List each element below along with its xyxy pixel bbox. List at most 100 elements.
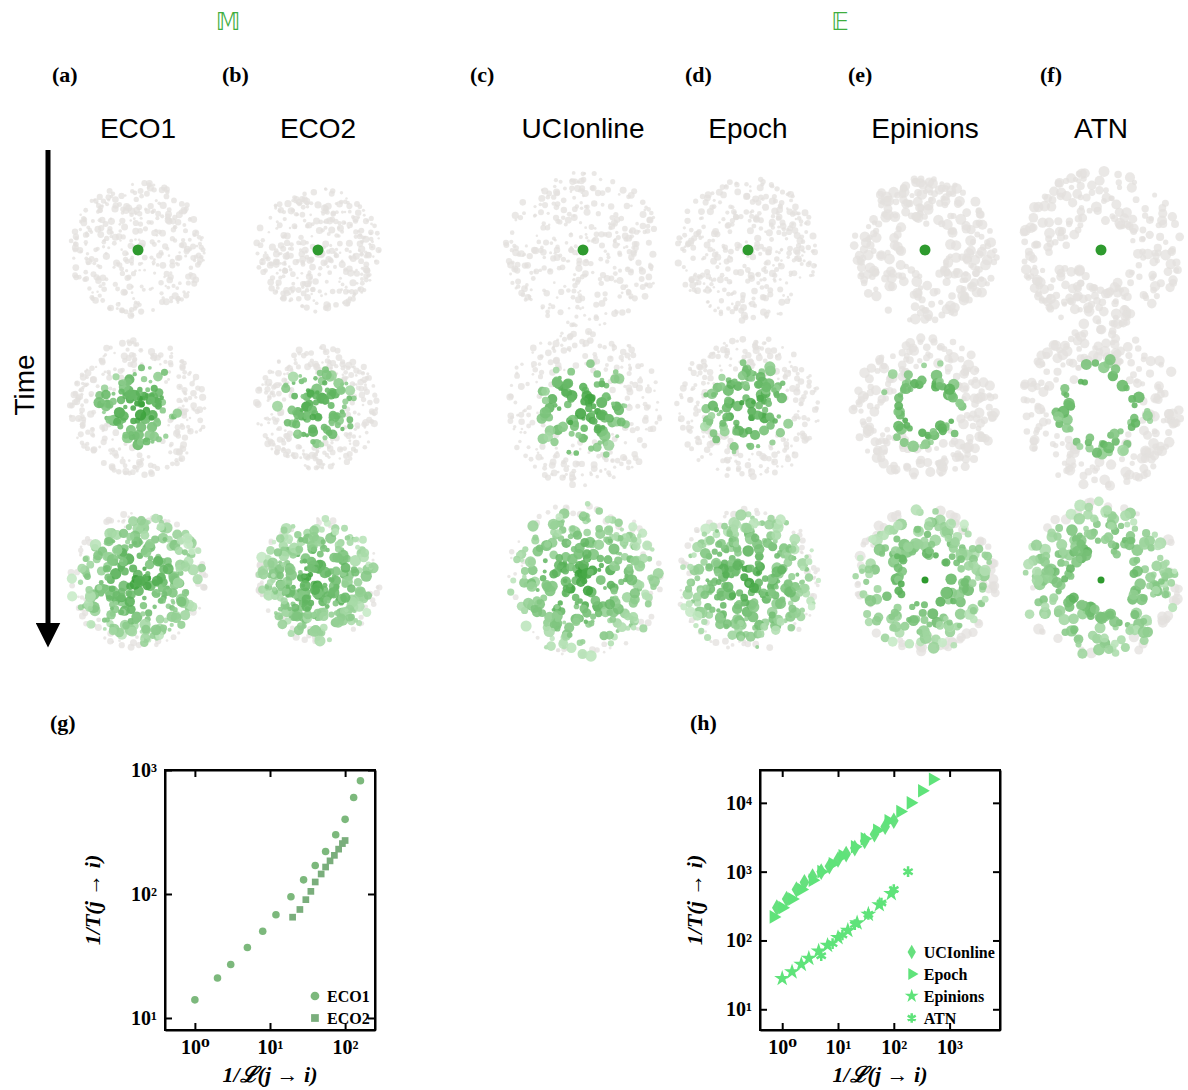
network-node (85, 430, 90, 435)
network-node (354, 271, 360, 277)
network-node (195, 430, 199, 434)
network-node (349, 279, 356, 286)
network-node (83, 276, 89, 282)
network-node (109, 585, 116, 592)
network-node (347, 423, 353, 429)
network-node (97, 585, 103, 591)
network-node (340, 230, 344, 234)
network-node (326, 429, 332, 435)
network-node (164, 194, 170, 200)
network-node (111, 438, 113, 440)
network-node (195, 385, 200, 390)
network-node (341, 220, 346, 225)
network-node (107, 638, 113, 644)
network-node (197, 256, 203, 262)
network-node (69, 415, 76, 422)
network-node (102, 245, 105, 248)
network-node (133, 541, 137, 545)
network-node (141, 472, 147, 478)
network-node (294, 358, 297, 361)
network-node (179, 365, 185, 371)
network-node (118, 302, 120, 304)
network-node (341, 366, 346, 371)
network-node (179, 201, 185, 207)
network-node (291, 393, 298, 400)
network-node (268, 231, 270, 233)
network-node (98, 446, 101, 449)
network-node (327, 637, 332, 642)
network-node (168, 360, 174, 366)
network-node (118, 639, 121, 642)
network-node (161, 369, 168, 376)
network-node (143, 437, 151, 445)
network-node (361, 421, 367, 427)
network-node (108, 218, 115, 225)
network-node (80, 393, 83, 396)
network-node (288, 247, 291, 250)
network-node (146, 220, 151, 225)
network-node (170, 352, 173, 355)
network-node (101, 373, 105, 377)
network-node (346, 298, 352, 304)
network-node (306, 257, 313, 264)
network-node (87, 606, 92, 611)
network-node (89, 256, 95, 262)
network-node (124, 596, 135, 607)
network-node (122, 468, 129, 475)
network-node (358, 435, 361, 438)
network-node (351, 215, 355, 219)
network-node (283, 383, 288, 388)
network-node (129, 564, 137, 572)
network-node (362, 371, 365, 374)
network-node (318, 220, 323, 225)
network-node (120, 459, 126, 465)
network-node (298, 374, 302, 378)
network-node (113, 601, 118, 606)
network-node (322, 450, 327, 455)
network-node (181, 238, 185, 242)
network-node (72, 257, 75, 260)
network-node (158, 584, 162, 588)
network-node (137, 516, 146, 525)
network-node (328, 361, 331, 364)
network-node (95, 277, 102, 284)
network-node (103, 253, 110, 260)
network-node (264, 251, 267, 254)
network-node (329, 191, 335, 197)
network-node (340, 412, 346, 418)
network-node (357, 413, 360, 416)
network-node (73, 398, 80, 405)
network-node (168, 588, 178, 598)
network-node (78, 418, 80, 420)
network-node (275, 260, 280, 265)
network-node (150, 210, 154, 214)
network-node (166, 286, 170, 290)
network-node (201, 425, 206, 430)
network-node (346, 222, 353, 229)
network-node (319, 463, 325, 469)
network-node (353, 440, 360, 447)
network-node (330, 450, 336, 456)
network-node (264, 390, 268, 394)
network-node (160, 202, 167, 209)
network-node (167, 424, 170, 427)
network-node (320, 294, 323, 297)
network-node (100, 298, 105, 303)
network-node (193, 259, 197, 263)
network-node (319, 442, 324, 447)
network-node (120, 379, 126, 385)
network-node (151, 308, 155, 312)
network-node (109, 346, 113, 350)
network-node (305, 288, 309, 292)
network-node (171, 284, 175, 288)
network-node (78, 431, 84, 437)
network-node (335, 202, 338, 205)
network-node (108, 386, 112, 390)
network-node (367, 440, 370, 443)
network-node (135, 635, 139, 639)
network-node (287, 365, 293, 371)
network-node (120, 368, 125, 373)
network-node (120, 511, 127, 518)
network-node (194, 396, 197, 399)
network-node (311, 235, 313, 237)
